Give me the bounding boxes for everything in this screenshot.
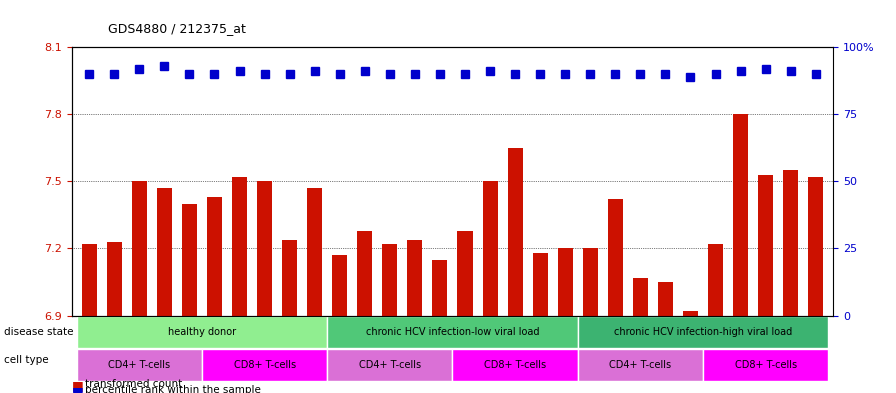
Bar — [132, 182, 147, 316]
Bar — [207, 197, 222, 316]
FancyBboxPatch shape — [327, 349, 452, 380]
Bar — [532, 253, 547, 316]
Text: CD4+ T-cells: CD4+ T-cells — [609, 360, 671, 370]
FancyBboxPatch shape — [202, 349, 327, 380]
Bar — [607, 199, 623, 316]
Text: percentile rank within the sample: percentile rank within the sample — [85, 385, 261, 393]
Bar — [383, 244, 397, 316]
FancyBboxPatch shape — [703, 349, 828, 380]
Bar — [557, 248, 573, 316]
Bar — [182, 204, 197, 316]
Text: chronic HCV infection-high viral load: chronic HCV infection-high viral load — [614, 327, 792, 337]
Text: CD8+ T-cells: CD8+ T-cells — [735, 360, 797, 370]
Text: transformed count: transformed count — [85, 379, 183, 389]
Bar — [282, 240, 297, 316]
Bar — [758, 174, 773, 316]
FancyBboxPatch shape — [77, 316, 327, 348]
FancyBboxPatch shape — [327, 316, 578, 348]
Bar — [783, 170, 798, 316]
Bar — [683, 311, 698, 316]
Bar — [658, 282, 673, 316]
Text: CD4+ T-cells: CD4+ T-cells — [108, 360, 170, 370]
FancyBboxPatch shape — [77, 349, 202, 380]
Bar — [733, 114, 748, 316]
Bar — [307, 188, 323, 316]
Bar — [433, 260, 447, 316]
Bar — [633, 277, 648, 316]
Bar — [582, 248, 598, 316]
Text: disease state: disease state — [4, 327, 74, 337]
Text: CD8+ T-cells: CD8+ T-cells — [484, 360, 547, 370]
FancyBboxPatch shape — [452, 349, 578, 380]
Bar — [332, 255, 348, 316]
Bar — [358, 231, 373, 316]
Text: chronic HCV infection-low viral load: chronic HCV infection-low viral load — [366, 327, 539, 337]
Bar — [708, 244, 723, 316]
FancyBboxPatch shape — [578, 349, 703, 380]
Bar — [483, 182, 497, 316]
Text: CD8+ T-cells: CD8+ T-cells — [234, 360, 296, 370]
Bar — [82, 244, 97, 316]
Text: healthy donor: healthy donor — [168, 327, 236, 337]
Text: CD4+ T-cells: CD4+ T-cells — [358, 360, 421, 370]
Bar — [408, 240, 422, 316]
Bar — [157, 188, 172, 316]
Bar — [232, 177, 247, 316]
Text: ■: ■ — [72, 379, 83, 392]
Bar — [808, 177, 823, 316]
Bar — [458, 231, 472, 316]
Text: ■: ■ — [72, 385, 83, 393]
Text: cell type: cell type — [4, 354, 49, 365]
Text: GDS4880 / 212375_at: GDS4880 / 212375_at — [108, 22, 246, 35]
Bar — [107, 242, 122, 316]
FancyBboxPatch shape — [578, 316, 828, 348]
Bar — [257, 182, 272, 316]
Bar — [508, 148, 522, 316]
